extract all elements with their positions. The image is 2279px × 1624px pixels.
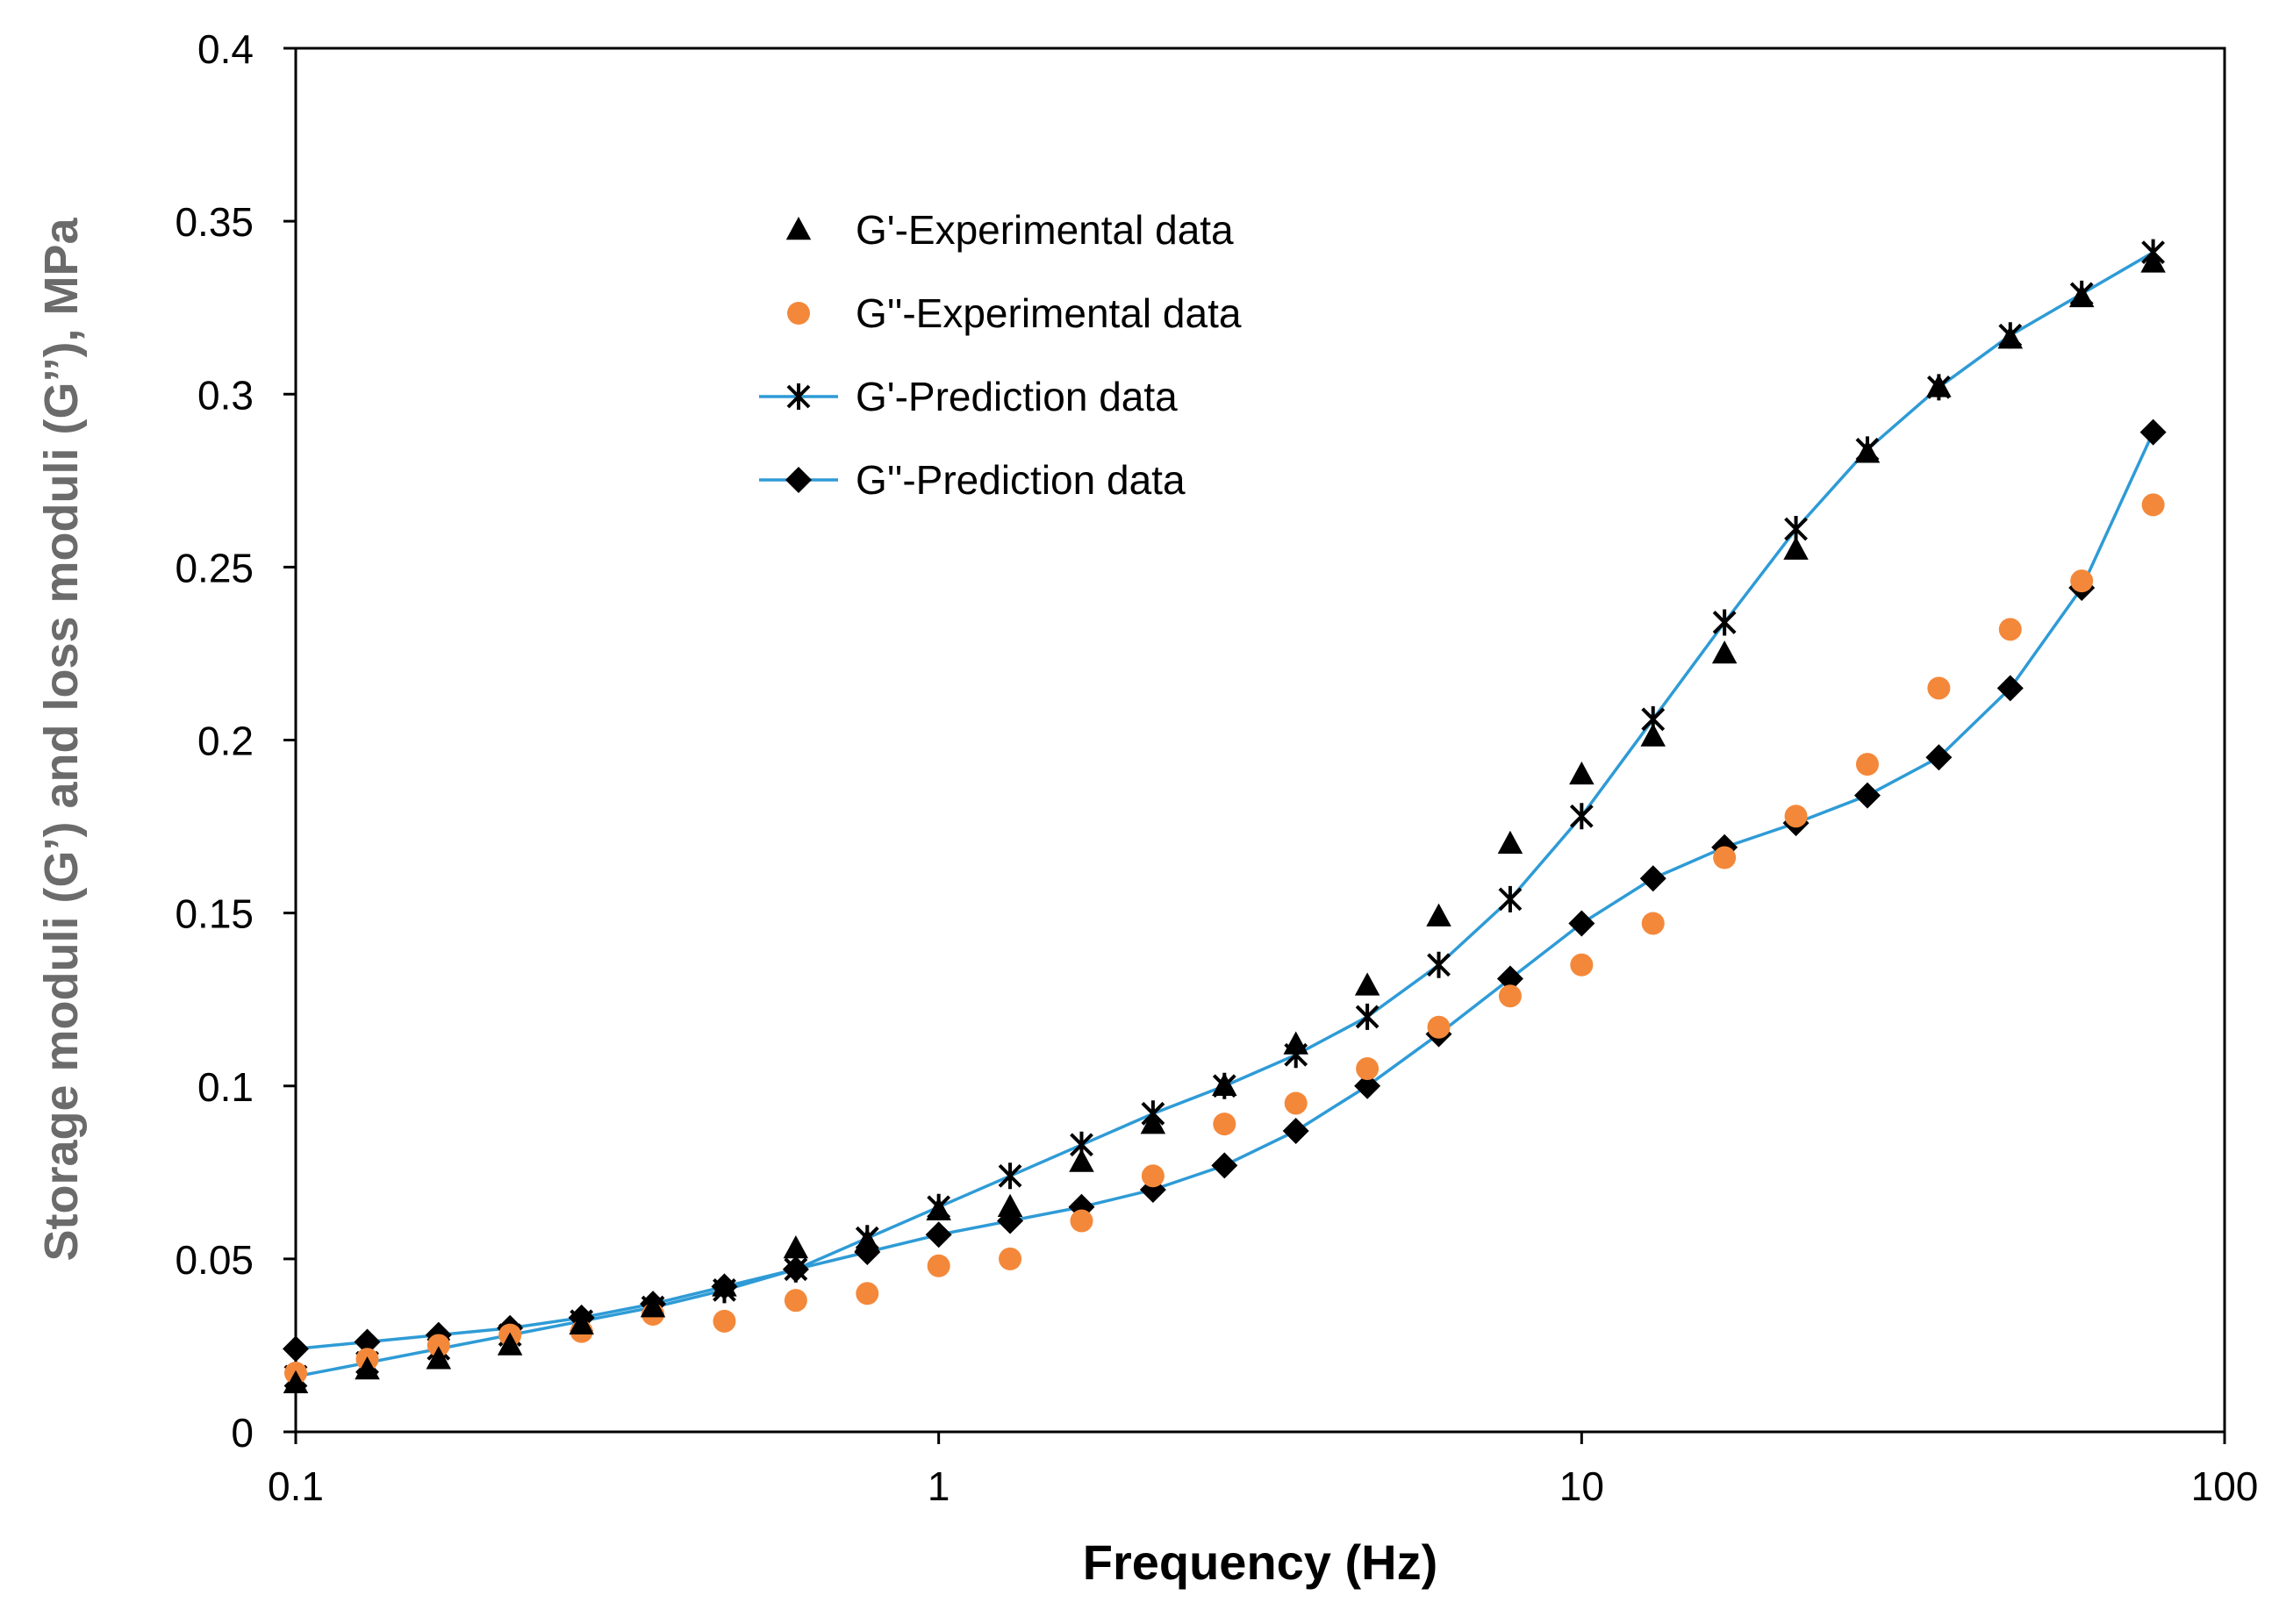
- data-point-circle: [1784, 805, 1808, 828]
- data-point-circle: [1141, 1164, 1165, 1188]
- data-point-asterisk: [1712, 609, 1737, 636]
- y-tick-label: 0.05: [175, 1237, 254, 1283]
- data-point-triangle: [1426, 903, 1451, 926]
- data-point-triangle: [1354, 972, 1380, 996]
- data-point-circle: [426, 1334, 450, 1357]
- data-point-triangle: [1497, 830, 1523, 855]
- data-point-circle: [999, 1247, 1022, 1270]
- data-point-triangle: [2068, 283, 2095, 308]
- data-point-circle: [927, 1254, 950, 1277]
- data-point-triangle: [997, 1193, 1023, 1217]
- legend-marker-diamond: [785, 467, 812, 493]
- legend-marker-circle: [787, 302, 810, 325]
- legend-label: G''-Prediction data: [856, 457, 1186, 503]
- data-point-triangle: [1283, 1031, 1308, 1055]
- data-point-triangle: [1926, 374, 1952, 397]
- data-point-circle: [1641, 912, 1665, 935]
- data-point-circle: [1498, 984, 1522, 1008]
- data-point-triangle: [1783, 536, 1809, 560]
- data-point-triangle: [855, 1228, 880, 1252]
- data-point-asterisk: [1498, 885, 1523, 912]
- x-tick-label: 0.1: [268, 1463, 324, 1509]
- data-point-circle: [713, 1309, 736, 1333]
- y-tick-label: 0.15: [175, 891, 254, 937]
- plot-area: [294, 47, 2226, 1434]
- data-point-diamond: [283, 1335, 309, 1363]
- data-point-asterisk: [1427, 951, 1451, 978]
- x-tick-label: 100: [2191, 1463, 2259, 1509]
- legend-label: G'-Prediction data: [856, 374, 1178, 419]
- data-point-triangle: [640, 1294, 666, 1318]
- data-point-circle: [1284, 1091, 1308, 1115]
- data-point-triangle: [355, 1356, 380, 1380]
- data-point-circle: [1713, 846, 1737, 869]
- legend-label: G''-Experimental data: [856, 290, 1242, 336]
- data-point-triangle: [1140, 1111, 1166, 1134]
- data-point-asterisk: [1355, 1003, 1380, 1030]
- data-point-circle: [1570, 953, 1594, 977]
- data-point-diamond: [1354, 1072, 1381, 1099]
- data-point-triangle: [1997, 326, 2024, 349]
- y-tick-label: 0.2: [197, 719, 254, 764]
- data-point-asterisk: [784, 1256, 808, 1283]
- data-point-diamond: [1496, 965, 1523, 992]
- data-point-triangle: [1069, 1148, 1094, 1172]
- data-point-diamond: [1282, 1118, 1309, 1145]
- data-point-triangle: [283, 1370, 309, 1394]
- data-point-circle: [784, 1289, 807, 1313]
- data-point-triangle: [426, 1346, 452, 1370]
- data-point-circle: [1356, 1057, 1380, 1081]
- y-tick-label: 0.3: [197, 372, 254, 418]
- data-point-triangle: [569, 1311, 594, 1335]
- data-point-diamond: [1211, 1152, 1238, 1179]
- legend-marker-triangle: [785, 217, 812, 240]
- data-point-circle: [2141, 493, 2165, 517]
- data-point-diamond: [1568, 910, 1595, 937]
- data-point-triangle: [712, 1273, 737, 1297]
- data-point-triangle: [2140, 249, 2166, 273]
- data-point-circle: [2070, 569, 2094, 593]
- data-point-circle: [1927, 676, 1951, 700]
- data-point-circle: [1427, 1015, 1451, 1039]
- data-point-diamond: [2139, 419, 2167, 446]
- legend-label: G'-Experimental data: [856, 207, 1234, 253]
- data-point-circle: [1213, 1112, 1236, 1136]
- data-point-asterisk: [998, 1163, 1022, 1190]
- data-point-asterisk: [1569, 803, 1594, 830]
- legend-marker-asterisk: [786, 383, 811, 410]
- data-point-circle: [856, 1282, 879, 1306]
- data-point-circle: [1070, 1209, 1093, 1233]
- x-tick-label: 10: [1559, 1463, 1604, 1509]
- data-point-diamond: [1853, 782, 1881, 809]
- y-tick-label: 0: [231, 1410, 254, 1456]
- data-point-diamond: [1996, 675, 2024, 702]
- data-point-triangle: [1212, 1072, 1237, 1096]
- data-point-diamond: [354, 1328, 381, 1356]
- data-point-triangle: [1569, 761, 1595, 785]
- y-tick-label: 0.4: [197, 26, 254, 72]
- y-tick-label: 0.25: [175, 545, 254, 590]
- x-tick-label: 1: [928, 1463, 950, 1509]
- data-point-circle: [1855, 753, 1879, 776]
- data-point-triangle: [1854, 440, 1881, 463]
- data-point-triangle: [1640, 723, 1666, 747]
- y-tick-label: 0.1: [197, 1064, 254, 1110]
- data-point-triangle: [926, 1197, 951, 1220]
- y-tick-label: 0.35: [175, 199, 254, 245]
- y-axis-label: Storage moduli (G’) and loss moduli (G’’…: [35, 218, 88, 1262]
- data-point-triangle: [497, 1332, 523, 1356]
- x-axis-label: Frequency (Hz): [1083, 1535, 1438, 1590]
- data-point-triangle: [1711, 640, 1738, 664]
- data-point-diamond: [1925, 744, 1953, 771]
- data-point-triangle: [783, 1235, 809, 1259]
- data-point-diamond: [1639, 865, 1666, 892]
- data-point-diamond: [925, 1221, 952, 1248]
- data-point-circle: [1998, 618, 2022, 641]
